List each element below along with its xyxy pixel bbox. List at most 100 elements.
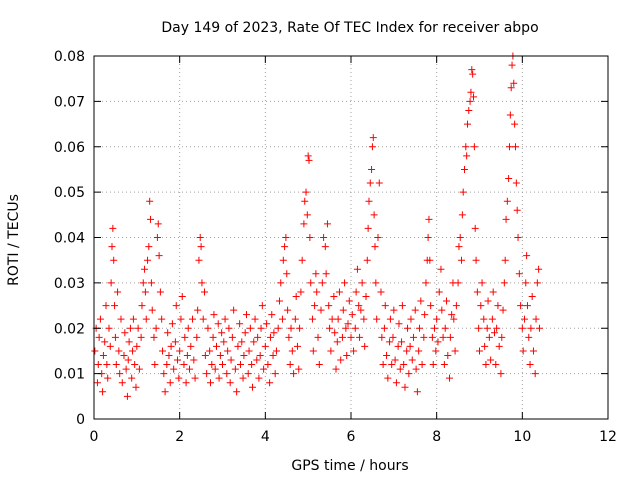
data-point: [257, 324, 265, 332]
data-point: [461, 165, 469, 173]
data-point: [180, 361, 188, 369]
data-point: [368, 165, 376, 173]
data-point: [523, 252, 531, 260]
data-point: [493, 324, 501, 332]
data-point: [529, 347, 537, 355]
data-point: [470, 93, 478, 101]
data-point: [122, 365, 130, 373]
data-point: [181, 333, 189, 341]
data-point: [517, 302, 525, 310]
data-point: [183, 351, 191, 359]
data-point: [332, 365, 340, 373]
data-point: [148, 306, 156, 314]
data-point: [371, 243, 379, 251]
data-point: [112, 361, 120, 369]
data-point: [322, 270, 330, 278]
data-point: [361, 342, 369, 350]
data-point: [432, 347, 440, 355]
data-point: [484, 297, 492, 305]
data-point: [506, 111, 514, 119]
chart-title: Day 149 of 2023, Rate Of TEC Index for r…: [161, 20, 538, 36]
data-point: [412, 365, 420, 373]
data-point: [156, 288, 164, 296]
x-tick-label: 4: [261, 429, 270, 445]
data-point: [271, 370, 279, 378]
data-point: [135, 365, 143, 373]
y-tick-label: 0.08: [54, 49, 85, 65]
data-point: [533, 279, 541, 287]
data-point: [505, 143, 513, 151]
data-point: [307, 279, 315, 287]
data-point: [296, 324, 304, 332]
data-point: [309, 347, 317, 355]
data-point: [511, 143, 519, 151]
data-point: [470, 143, 478, 151]
y-tick-label: 0.05: [54, 185, 85, 201]
data-point: [238, 338, 246, 346]
data-point: [190, 356, 198, 364]
data-point: [433, 315, 441, 323]
y-tick-label: 0.06: [54, 140, 85, 156]
data-point: [284, 306, 292, 314]
y-tick-label: 0.04: [54, 231, 85, 247]
data-point: [203, 370, 211, 378]
data-point: [480, 315, 488, 323]
data-point: [258, 302, 266, 310]
data-point: [388, 361, 396, 369]
data-point: [405, 370, 413, 378]
data-point: [195, 256, 203, 264]
data-point: [152, 324, 160, 332]
data-point: [292, 292, 300, 300]
data-point: [408, 356, 416, 364]
data-point: [120, 351, 128, 359]
data-point: [106, 342, 114, 350]
data-point: [219, 361, 226, 369]
data-point: [281, 243, 289, 251]
data-point: [214, 320, 222, 328]
data-point: [114, 288, 122, 296]
data-point: [206, 347, 214, 355]
data-point: [403, 347, 411, 355]
data-point: [531, 370, 539, 378]
data-point: [523, 302, 531, 310]
data-point: [465, 106, 473, 114]
data-point: [390, 306, 398, 314]
data-point: [104, 374, 112, 382]
data-point: [230, 306, 238, 314]
data-point: [341, 279, 349, 287]
data-point: [446, 374, 454, 382]
data-point: [263, 320, 271, 328]
data-point: [356, 333, 364, 341]
data-point: [373, 315, 381, 323]
data-point: [213, 342, 221, 350]
data-point: [444, 351, 452, 359]
data-point: [170, 365, 178, 373]
data-point: [339, 306, 347, 314]
data-point: [210, 311, 218, 319]
data-point: [103, 361, 111, 369]
data-point: [458, 256, 466, 264]
data-point: [178, 292, 186, 300]
data-point: [108, 243, 116, 251]
data-point: [499, 306, 507, 314]
data-point: [305, 156, 313, 164]
data-point: [161, 388, 169, 396]
y-tick-label: 0.01: [54, 367, 85, 383]
data-point: [91, 347, 99, 355]
data-point: [268, 311, 276, 319]
data-point: [231, 365, 239, 373]
data-point: [400, 361, 408, 369]
data-point: [369, 134, 377, 142]
data-point: [326, 324, 334, 332]
data-point: [207, 379, 215, 387]
data-point: [105, 324, 113, 332]
data-point: [101, 338, 109, 346]
data-point: [338, 333, 346, 341]
data-point: [426, 256, 434, 264]
data-point: [175, 374, 183, 382]
data-point: [466, 97, 474, 105]
data-point: [482, 361, 490, 369]
data-point: [429, 361, 437, 369]
data-point: [123, 392, 131, 400]
